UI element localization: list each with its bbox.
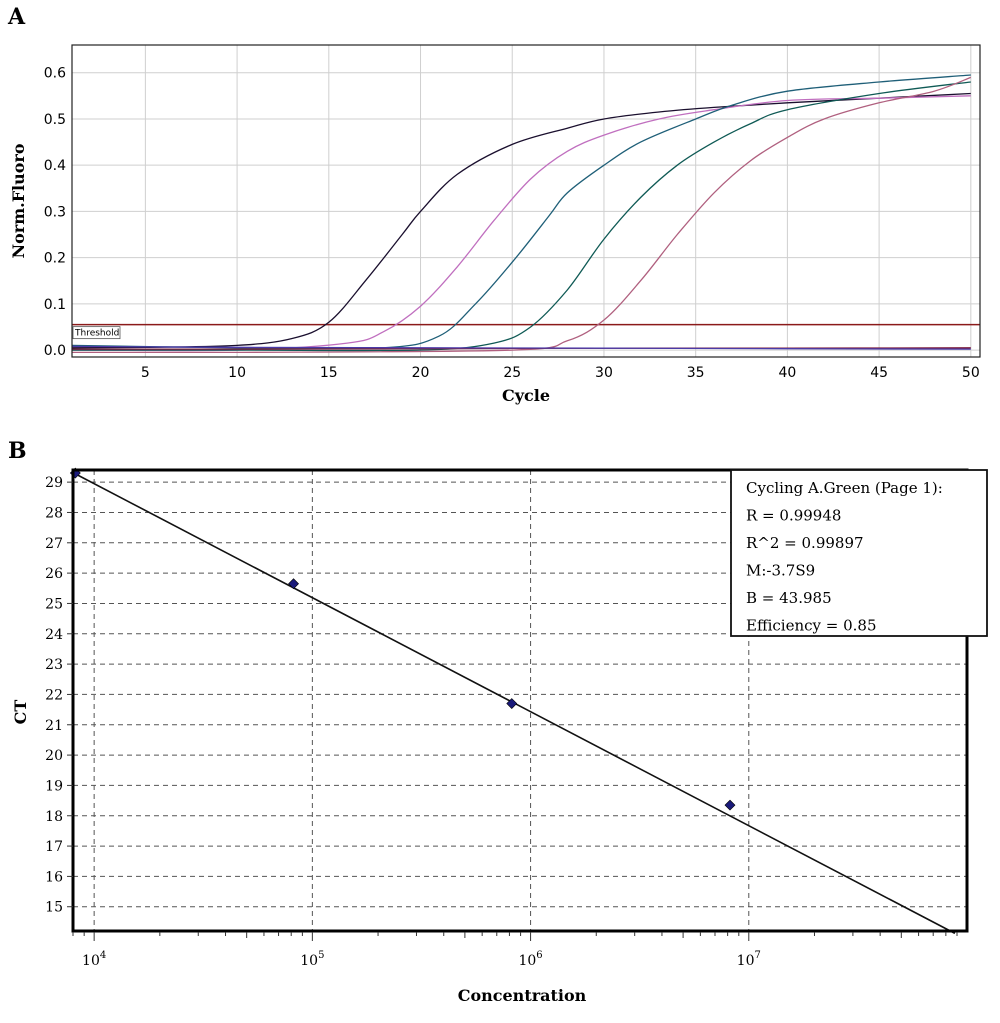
y-tick-label-b: 20: [45, 748, 63, 764]
y-tick-label-a: 0.3: [44, 204, 66, 220]
series-line-7: [71, 345, 971, 350]
series-line-2: [71, 95, 971, 352]
grid-b: [73, 470, 967, 931]
stats-line: Efficiency = 0.85: [746, 617, 877, 635]
x-tick-label-a: 20: [412, 365, 430, 381]
stats-line: B = 43.985: [746, 589, 832, 607]
x-axis-title-b: Concentration: [458, 986, 587, 1005]
y-tick-label-a: 0.4: [44, 158, 66, 174]
series-line-4: [71, 81, 971, 352]
series-line-1: [71, 92, 971, 349]
y-tick-label-b: 26: [45, 566, 63, 582]
stats-line: M:-3.7S9: [746, 562, 815, 580]
y-tick-label-b: 28: [45, 505, 63, 521]
y-tick-label-a: 0.5: [44, 112, 66, 128]
y-tick-label-b: 25: [45, 596, 63, 612]
x-tick-label-a: 25: [503, 365, 521, 381]
amplification-curves: [71, 74, 972, 354]
y-tick-label-b: 24: [45, 627, 63, 643]
stats-line: R = 0.99948: [746, 507, 841, 525]
threshold-label-box: [72, 326, 121, 340]
x-tick-label-b: 104: [82, 950, 106, 969]
data-point: [288, 578, 299, 590]
y-tick-label-b: 18: [45, 809, 63, 825]
y-tick-label-b: 19: [45, 778, 63, 794]
x-tick-label-a: 30: [595, 365, 613, 381]
x-tick-label-a: 10: [228, 365, 246, 381]
data-point: [724, 799, 736, 811]
y-tick-labels-a: 0.0 0.1 0.2 0.3 0.4 0.5 0.6: [44, 66, 66, 359]
y-tick-label-b: 16: [45, 869, 63, 885]
x-tick-labels-b: 104 105 106 107: [72, 932, 958, 969]
panel-b-letter: B: [8, 438, 27, 464]
x-tick-label-a: 40: [778, 365, 796, 381]
y-tick-label-a: 0.1: [44, 297, 66, 313]
data-point: [506, 698, 518, 709]
x-tick-label-a: 5: [141, 365, 150, 381]
stats-box: Cycling A.Green (Page 1): R = 0.99948 R^2 …: [730, 469, 988, 637]
y-tick-label-b: 22: [45, 687, 63, 703]
y-axis-title-a: Norm.Fluoro: [9, 143, 28, 258]
y-tick-label-b: 29: [45, 475, 63, 491]
panel-a-letter: A: [7, 4, 26, 30]
plot-frame-b: [71, 468, 969, 933]
stats-line: R^2 = 0.99897: [746, 534, 864, 552]
plot-frame-a: [71, 44, 981, 358]
y-tick-label-a: 0.0: [44, 343, 66, 359]
x-tick-label-b: 106: [518, 950, 542, 969]
x-tick-label-a: 15: [320, 365, 338, 381]
y-tick-label-b: 21: [45, 718, 63, 734]
stats-box-frame: [730, 469, 988, 637]
series-line-5: [71, 76, 972, 354]
x-tick-labels-a: 5 10 15 20 25 30 35 40 45 50: [141, 365, 980, 381]
stats-line: Cycling A.Green (Page 1):: [746, 479, 943, 497]
grid-a: [72, 45, 980, 357]
x-tick-label-b: 105: [300, 950, 324, 969]
x-tick-label-a: 50: [962, 365, 980, 381]
y-tick-label-b: 27: [45, 536, 63, 552]
amplification-chart: Threshold 5 10 15 20 25 30 35 40 45 50 0.00.10.20…: [9, 44, 981, 405]
x-tick-label-a: 35: [687, 365, 705, 381]
y-tick-label-a: 0.6: [44, 66, 66, 82]
y-axis-title-b: CT: [11, 700, 30, 725]
standard-curve-chart: 104 105 106 107 15 16 17 18 19 20 21 22 23 24 25 26 27 2…: [11, 467, 988, 1005]
y-tick-label-b: 23: [45, 657, 63, 673]
y-tick-labels-b: 15 16 17 18 19 20 21 22 23 24 25 26 27 28 29: [45, 475, 73, 916]
x-axis-title-a: Cycle: [502, 386, 550, 405]
threshold-label: Threshold: [74, 329, 119, 339]
y-tick-label-a: 0.2: [44, 251, 66, 267]
data-points: [69, 467, 736, 811]
x-tick-label-a: 45: [870, 365, 888, 381]
y-tick-label-b: 17: [45, 839, 63, 855]
x-tick-label-b: 107: [737, 950, 761, 969]
y-tick-label-b: 15: [45, 900, 63, 916]
threshold: Threshold: [72, 323, 980, 340]
